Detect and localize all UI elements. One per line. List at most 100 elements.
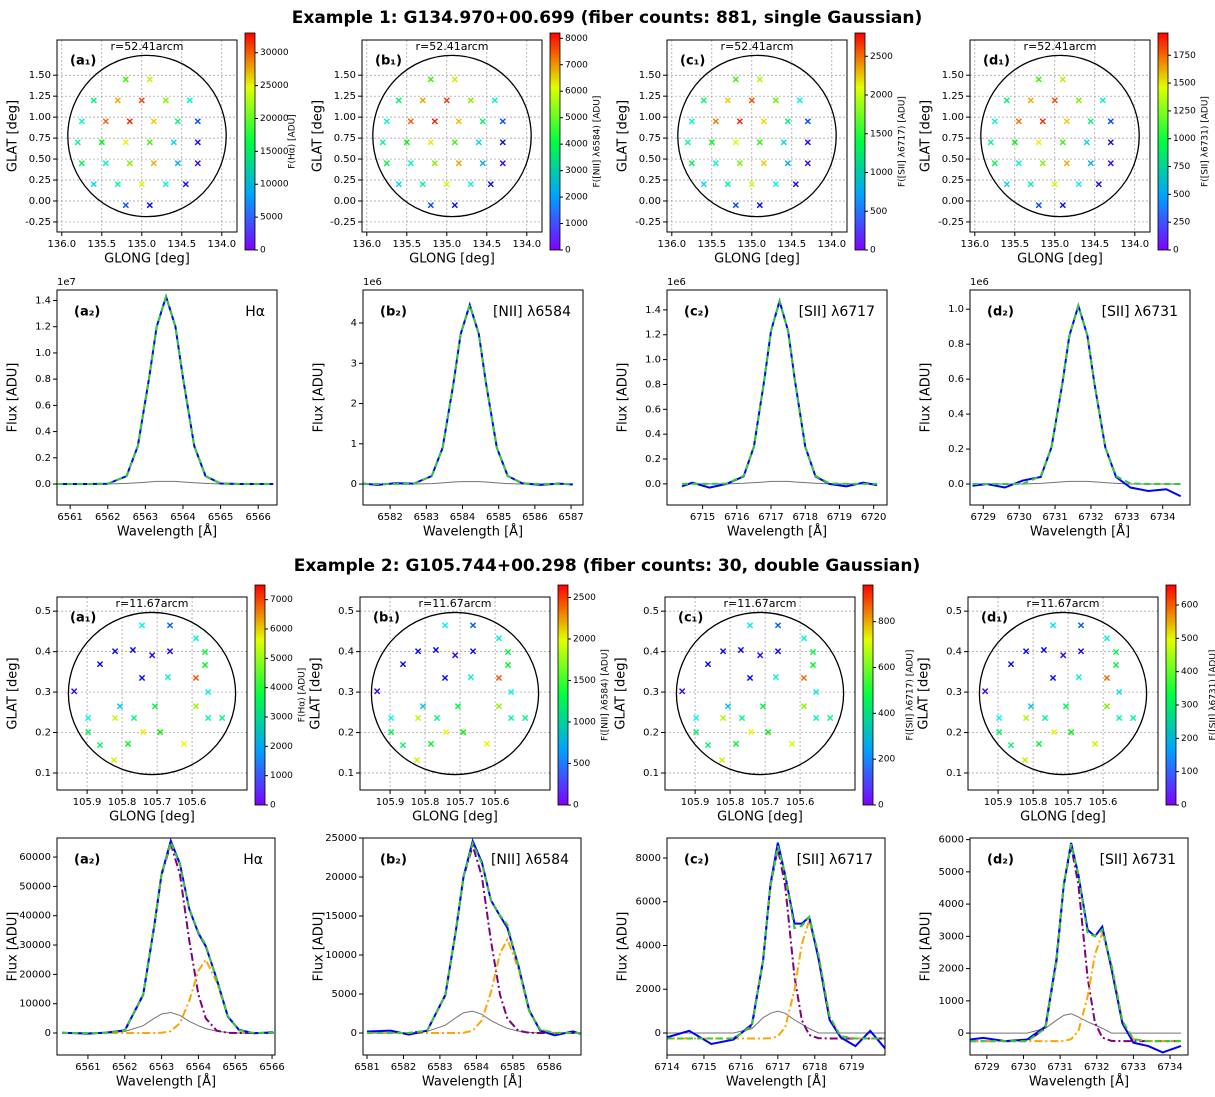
colorbar-tick-label: 5000	[270, 654, 293, 664]
plot-frame	[967, 596, 1159, 791]
panel-label: (a₂)	[74, 305, 100, 320]
fiber-point	[1103, 635, 1111, 642]
y-tick-label: 0.8	[948, 339, 964, 350]
fiber-point	[738, 714, 746, 722]
fiber-point	[443, 181, 450, 188]
x-tick-label: 6563	[133, 512, 158, 523]
fiber-point	[1059, 76, 1066, 83]
y-tick-label: 0.1	[643, 768, 659, 779]
y-axis-label: Flux [ADU]	[919, 363, 934, 433]
spectrum-line	[970, 929, 1182, 1043]
y-axis-label: GLAT [deg]	[917, 657, 932, 729]
fiber-point	[1003, 97, 1010, 104]
x-tick-label: 6586	[537, 1062, 562, 1073]
x-axis-label: GLONG [deg]	[109, 810, 195, 825]
x-tick-label: 135.5	[697, 239, 726, 250]
fiber-point	[1040, 646, 1048, 654]
spectrum-line	[970, 1013, 1182, 1034]
fiber-point	[419, 703, 427, 710]
colorbar-label: F([NII] λ6584) [ADU]	[601, 649, 611, 741]
fiber-point	[1027, 181, 1034, 188]
x-tick-label: 6734	[1150, 512, 1175, 523]
colorbar	[1165, 584, 1177, 806]
fiber-point	[395, 97, 402, 104]
colorbar	[244, 32, 256, 251]
y-axis-label: Flux [ADU]	[312, 912, 327, 982]
y-axis-label: Flux [ADU]	[6, 912, 21, 982]
spectrum-line	[682, 297, 878, 485]
fiber-point	[98, 139, 105, 146]
fiber-point	[800, 703, 808, 710]
x-tick-label: 6718	[793, 512, 818, 523]
fiber-point	[443, 97, 450, 104]
annotation: r=52.41arcm	[110, 40, 183, 53]
fiber-point	[1021, 756, 1029, 764]
fiber-point	[114, 181, 121, 188]
fiber-point	[704, 661, 712, 668]
colorbar-tick-label: 25000	[260, 81, 289, 91]
y-tick-label: 60000	[19, 852, 51, 863]
fiber-point	[996, 729, 1003, 736]
colorbar-tick-label: 600	[1181, 601, 1198, 611]
x-tick-label: 6566	[245, 512, 270, 523]
colorbar-label: F(Hα) [ADU]	[288, 114, 298, 168]
x-tick-label: 134.0	[1120, 239, 1149, 250]
fiber-point	[383, 160, 390, 167]
spectrum-line	[972, 302, 1181, 486]
fiber-point	[987, 139, 994, 146]
y-tick-label: 0.50	[29, 154, 51, 165]
colorbar-tick-label: 1000	[573, 717, 596, 727]
fiber-point	[736, 160, 743, 167]
fiber-point	[388, 714, 395, 722]
y-tick-label: 0.75	[29, 133, 51, 144]
fiber-point	[504, 648, 512, 656]
fiber-point	[684, 139, 691, 146]
panel-label: (b₁)	[373, 611, 400, 626]
colorbar	[557, 584, 569, 806]
x-axis-label: GLONG [deg]	[1017, 252, 1103, 267]
x-tick-label: 136.0	[960, 239, 989, 250]
fiber-point	[157, 729, 164, 736]
fiber-point	[454, 703, 462, 710]
y-offset-label: 1e7	[57, 277, 76, 288]
fiber-point	[1087, 118, 1094, 125]
line-label: Hα	[245, 304, 265, 320]
y-tick-label: 0.3	[643, 687, 659, 698]
x-tick-label: 134.5	[1080, 239, 1109, 250]
colorbar-tick-label: 0	[878, 801, 884, 811]
fiber-point	[991, 118, 998, 125]
fiber-point	[407, 160, 414, 167]
x-tick-label: 6562	[112, 1062, 137, 1073]
colorbar-tick-label: 8000	[565, 34, 588, 44]
fiber-point	[138, 181, 145, 188]
fiber-point	[1050, 729, 1058, 736]
x-tick-label: 6733	[1114, 512, 1139, 523]
section-title: Example 2: G105.744+00.298 (fiber counts…	[294, 556, 921, 576]
colorbar-tick-label: 30000	[260, 48, 289, 58]
fiber-point	[756, 139, 763, 146]
y-axis-label: GLAT [deg]	[614, 657, 629, 729]
y-tick-label: 5000	[332, 989, 357, 1000]
fiber-point	[442, 729, 450, 736]
fiber-point	[499, 118, 506, 125]
line-label: [SII] λ6717	[797, 852, 873, 868]
fiber-point	[85, 714, 92, 722]
spectrum-line	[367, 842, 581, 1034]
fiber-point	[174, 160, 181, 167]
fiber-point	[1116, 688, 1123, 696]
fiber-point	[414, 714, 422, 722]
fiber-point	[1022, 648, 1030, 655]
panel-label: (d₁)	[983, 54, 1010, 69]
y-tick-label: 1.0	[645, 355, 661, 366]
y-tick-label: 1.4	[645, 305, 661, 316]
plot-frame	[969, 39, 1151, 233]
y-tick-label: 4000	[939, 899, 964, 910]
colorbar-label: F([NII] λ6584) [ADU]	[593, 96, 603, 188]
plot-frame	[969, 837, 1189, 1056]
fiber-point	[504, 661, 512, 669]
fiber-point	[1027, 97, 1034, 104]
x-axis-label: Wavelength [Å]	[1029, 1074, 1129, 1090]
fiber-point	[737, 646, 745, 654]
y-tick-label: 0.0	[645, 479, 661, 490]
